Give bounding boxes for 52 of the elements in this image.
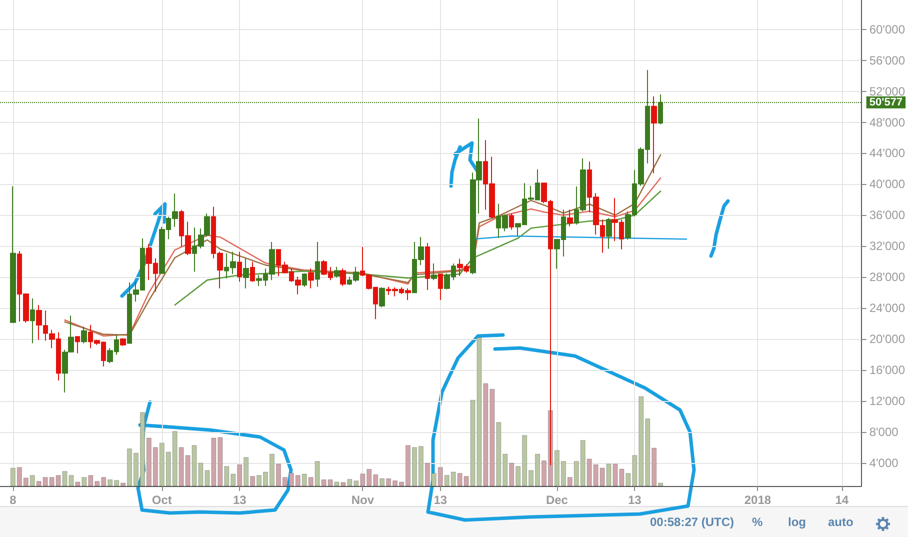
y-tick-label: 16'000 bbox=[869, 362, 906, 377]
candlestick bbox=[81, 326, 87, 344]
y-tick-label: 12'000 bbox=[869, 394, 906, 408]
y-tick-label: 24'000 bbox=[869, 301, 906, 316]
x-tick-label: 13 bbox=[232, 493, 247, 507]
candlestick bbox=[425, 242, 430, 290]
x-tick-label: 13 bbox=[434, 493, 448, 507]
candlestick bbox=[250, 261, 255, 282]
y-tick-label: 52'000 bbox=[869, 84, 906, 98]
text: auto bbox=[828, 515, 854, 529]
candlestick bbox=[340, 268, 346, 287]
candlestick bbox=[120, 338, 126, 346]
candlestick bbox=[75, 336, 80, 354]
y-tick-label: 8'000 bbox=[869, 424, 899, 439]
candlestick bbox=[243, 258, 249, 289]
text: log bbox=[788, 515, 806, 529]
candlestick bbox=[379, 286, 385, 308]
candlestick bbox=[509, 213, 514, 230]
candlestick bbox=[651, 96, 657, 174]
line-series bbox=[174, 190, 662, 306]
y-tick-label: 44'000 bbox=[869, 146, 906, 160]
x-tick-label: 14 bbox=[835, 493, 849, 507]
text: % bbox=[752, 515, 763, 529]
y-tick-label: 48'000 bbox=[869, 115, 906, 130]
candlestick bbox=[237, 251, 242, 282]
y-tick-label: 20'000 bbox=[869, 332, 906, 346]
x-tick-label: 13 bbox=[628, 493, 642, 507]
x-tick-label: 2018 bbox=[744, 493, 772, 507]
text: 00:58:27 (UTC) bbox=[650, 515, 734, 529]
y-tick-label: 36'000 bbox=[869, 208, 906, 222]
candlestick bbox=[308, 268, 314, 289]
candlestick bbox=[10, 186, 16, 323]
candlestick bbox=[315, 241, 320, 288]
y-tick-label: 60'000 bbox=[869, 22, 906, 36]
x-tick-label: Dec bbox=[546, 493, 568, 507]
candlestick bbox=[600, 219, 605, 254]
candlestick bbox=[30, 298, 35, 344]
candlestick bbox=[334, 266, 340, 278]
candlestick bbox=[567, 209, 573, 227]
x-tick-label: Oct bbox=[152, 493, 172, 507]
y-tick-label: 56'000 bbox=[869, 53, 906, 68]
candlestick bbox=[302, 272, 307, 288]
y-tick-label: 28'000 bbox=[869, 270, 906, 284]
candlestick bbox=[606, 218, 612, 250]
ref-line-label: 50'577 bbox=[869, 96, 903, 108]
candlestick bbox=[431, 263, 437, 281]
candlestick bbox=[438, 274, 443, 300]
x-tick-label: 8 bbox=[10, 493, 17, 507]
x-tick-label: Nov bbox=[351, 493, 374, 507]
y-tick-label: 40'000 bbox=[869, 177, 906, 192]
y-tick-label: 32'000 bbox=[869, 239, 906, 254]
y-tick-label: 4'000 bbox=[869, 456, 899, 470]
